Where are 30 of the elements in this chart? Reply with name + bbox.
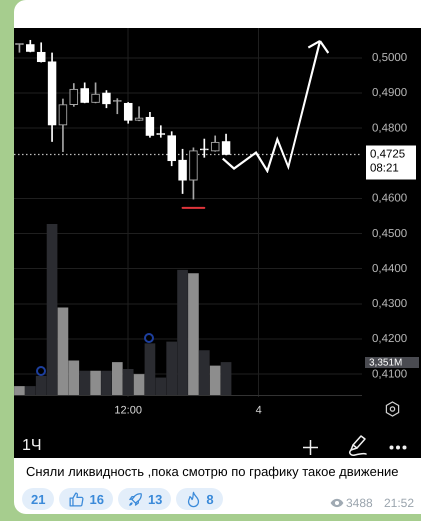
ref-line-label: 0,4725	[370, 148, 406, 161]
y-tick-label: 0,4800	[372, 122, 408, 134]
text: 13	[148, 492, 162, 506]
y-tick-label: 0,4200	[372, 333, 408, 346]
y-tick-label: 0,4100	[372, 368, 408, 380]
bar	[112, 362, 123, 395]
text: 3488	[346, 496, 373, 510]
text: 08:21	[370, 162, 399, 175]
text: 1Ч	[22, 437, 42, 454]
text: 8	[206, 492, 214, 506]
x-tick-label: 12:00	[114, 404, 142, 417]
bar	[188, 273, 199, 395]
candlestick	[134, 106, 144, 122]
bar	[90, 370, 101, 395]
y-tick-label: 0,5000	[372, 52, 408, 64]
bar	[14, 386, 25, 395]
text: 21:52	[384, 496, 414, 510]
y-tick-label: 0,4900	[372, 87, 408, 100]
text: Сняли ликвидность ,пока смотрю по графику такое движение	[26, 464, 399, 479]
text: 16	[89, 492, 104, 506]
text: 3,351M	[369, 357, 402, 368]
y-tick-label: 0,4400	[372, 262, 408, 275]
y-tick-label: 0,4600	[372, 192, 408, 205]
y-tick-label: 0,4500	[372, 228, 408, 240]
bar	[134, 374, 144, 395]
x-tick-label: 4	[256, 404, 262, 417]
bar	[210, 366, 221, 395]
candlestick	[15, 43, 24, 53]
text: 21	[31, 492, 46, 506]
y-tick-label: 0,4300	[372, 298, 408, 310]
